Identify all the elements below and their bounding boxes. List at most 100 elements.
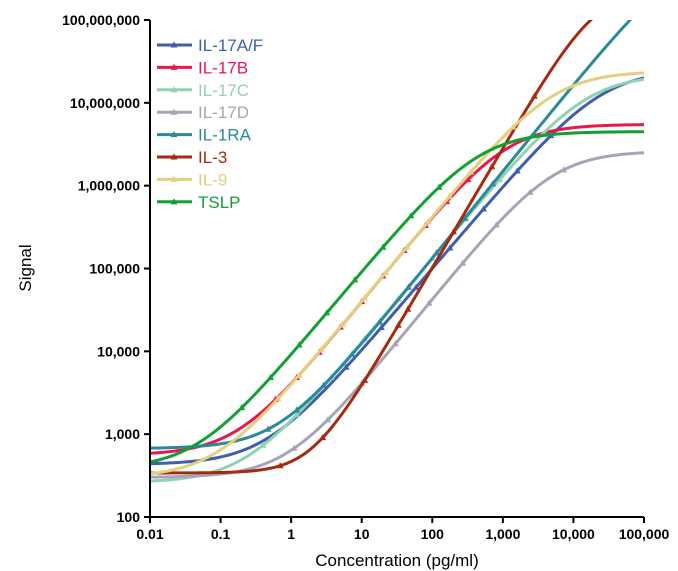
y-tick-label-5: 10,000,000 bbox=[70, 95, 140, 111]
series-point-tslp-4 bbox=[351, 276, 359, 283]
x-tick-label-2: 1 bbox=[287, 526, 295, 542]
series-point-il-3-7 bbox=[530, 92, 538, 99]
series-point-il-1ra-3 bbox=[348, 350, 356, 357]
legend-label-il-17b: IL-17B bbox=[198, 58, 248, 77]
series-point-tslp-3 bbox=[323, 309, 331, 316]
series-point-il-9-9 bbox=[467, 168, 475, 175]
legend-marker-il-17d bbox=[170, 108, 178, 115]
series-point-il-1ra-0 bbox=[264, 425, 272, 432]
legend-marker-il-17c bbox=[170, 86, 178, 93]
series-point-tslp-2 bbox=[295, 341, 303, 348]
y-tick-label-6: 100,000,000 bbox=[62, 12, 140, 28]
series-point-il-17d-6 bbox=[492, 221, 500, 228]
x-tick-label-7: 100,000 bbox=[619, 526, 670, 542]
x-axis-title: Concentration (pg/ml) bbox=[315, 551, 478, 570]
series-point-il-9-7 bbox=[424, 217, 432, 225]
series-point-il-17a-f-1 bbox=[377, 323, 385, 330]
legend-label-il-17a-f: IL-17A/F bbox=[198, 36, 263, 55]
series-point-il-9-6 bbox=[403, 243, 411, 250]
series-point-il-17c-1 bbox=[293, 411, 301, 418]
series-point-tslp-1 bbox=[267, 373, 274, 381]
legend-marker-tslp bbox=[170, 198, 178, 205]
series-point-il-9-3 bbox=[339, 320, 347, 327]
axes-layer: 0.01 0.1 1 10 100 1,000 10,000 100,000 100 1,000 1… bbox=[62, 12, 669, 542]
series-point-il-9-0 bbox=[274, 395, 282, 402]
y-tick-label-2: 10,000 bbox=[97, 343, 140, 359]
y-tick-label-3: 100,000 bbox=[89, 261, 140, 277]
legend-item-il-9: IL-9 bbox=[157, 170, 227, 189]
legend-item-il-17a-f: IL-17A/F bbox=[157, 36, 263, 55]
legend-label-il-9: IL-9 bbox=[198, 170, 227, 189]
series-point-il-3-1 bbox=[319, 434, 327, 441]
legend-item-tslp: TSLP bbox=[157, 193, 241, 212]
series-point-il-3-0 bbox=[276, 462, 284, 469]
series-layer bbox=[150, 20, 644, 483]
legend-item-il-3: IL-3 bbox=[157, 148, 227, 167]
x-tick-label-3: 10 bbox=[354, 526, 370, 542]
series-point-il-17c-0 bbox=[259, 441, 267, 448]
series-point-il-3-2 bbox=[361, 376, 369, 383]
series-point-il-9-2 bbox=[318, 345, 326, 352]
series-point-il-1ra-5 bbox=[405, 283, 412, 290]
series-point-tslp-0 bbox=[238, 403, 246, 411]
series-point-il-1ra-2 bbox=[320, 381, 328, 388]
legend-label-il-3: IL-3 bbox=[198, 148, 227, 167]
series-il-3 bbox=[150, 20, 594, 475]
y-tick-label-1: 1,000 bbox=[105, 426, 140, 442]
legend-marker-il-1ra bbox=[170, 131, 178, 138]
x-tick-label-1: 0.1 bbox=[211, 526, 231, 542]
x-tick-label-5: 1,000 bbox=[485, 526, 520, 542]
series-point-tslp-6 bbox=[407, 212, 415, 219]
legend-item-il-1ra: IL-1RA bbox=[157, 126, 252, 145]
series-point-il-1ra-8 bbox=[489, 180, 497, 187]
series-point-il-17a-f-2 bbox=[412, 283, 420, 290]
legend-label-il-1ra: IL-1RA bbox=[198, 126, 252, 145]
series-line-tslp bbox=[150, 130, 644, 464]
series-point-il-9-8 bbox=[446, 193, 453, 200]
series-line-il-17a-f bbox=[150, 76, 644, 466]
series-point-il-9-4 bbox=[361, 294, 369, 301]
legend-item-il-17d: IL-17D bbox=[157, 103, 249, 122]
legend-marker-il-3 bbox=[170, 153, 178, 160]
legend-marker-il-9 bbox=[170, 175, 178, 182]
series-point-il-9-5 bbox=[382, 268, 390, 275]
x-tick-label-4: 100 bbox=[421, 526, 445, 542]
series-point-il-17d-0 bbox=[290, 444, 298, 451]
series-point-il-3-5 bbox=[450, 228, 457, 235]
series-point-il-9-11 bbox=[509, 123, 517, 130]
legend: IL-17A/F IL-17B IL-17C IL-17D IL-1RA IL-3 IL-9… bbox=[157, 36, 263, 212]
series-point-il-17d-3 bbox=[391, 340, 399, 347]
series-point-tslp-7 bbox=[435, 183, 443, 190]
series-il-17a-f bbox=[150, 76, 644, 466]
series-point-il-9-1 bbox=[295, 371, 303, 378]
series-point-il-17a-f-5 bbox=[513, 167, 521, 174]
legend-item-il-17c: IL-17C bbox=[157, 81, 249, 100]
series-point-il-3-6 bbox=[488, 163, 496, 170]
series-point-il-1ra-1 bbox=[293, 406, 301, 413]
series-point-il-17a-f-3 bbox=[446, 244, 454, 251]
legend-item-il-17b: IL-17B bbox=[157, 58, 248, 77]
series-point-il-3-4 bbox=[404, 305, 412, 312]
series-point-il-1ra-7 bbox=[461, 214, 469, 221]
series-point-il-17a-f-4 bbox=[480, 205, 487, 212]
series-point-il-3-3 bbox=[394, 321, 402, 328]
series-point-il-17d-5 bbox=[459, 259, 467, 266]
series-point-il-17d-4 bbox=[425, 299, 433, 306]
legend-label-il-17c: IL-17C bbox=[198, 81, 249, 100]
series-point-il-17b-9 bbox=[464, 176, 472, 183]
series-point-il-17d-8 bbox=[560, 166, 568, 173]
series-point-il-1ra-6 bbox=[433, 249, 440, 256]
series-point-il-17d-1 bbox=[324, 416, 332, 423]
series-tslp bbox=[150, 130, 644, 464]
series-point-il-17c-7 bbox=[496, 176, 504, 183]
legend-marker-il-17a-f bbox=[170, 41, 178, 48]
series-point-il-17a-f-0 bbox=[342, 363, 350, 370]
y-tick-label-0: 100 bbox=[117, 509, 141, 525]
series-point-il-1ra-4 bbox=[376, 318, 384, 325]
y-axis-title: Signal bbox=[16, 244, 35, 291]
legend-marker-il-17b bbox=[170, 63, 178, 70]
series-point-tslp-5 bbox=[379, 243, 387, 250]
y-tick-label-4: 1,000,000 bbox=[78, 178, 140, 194]
